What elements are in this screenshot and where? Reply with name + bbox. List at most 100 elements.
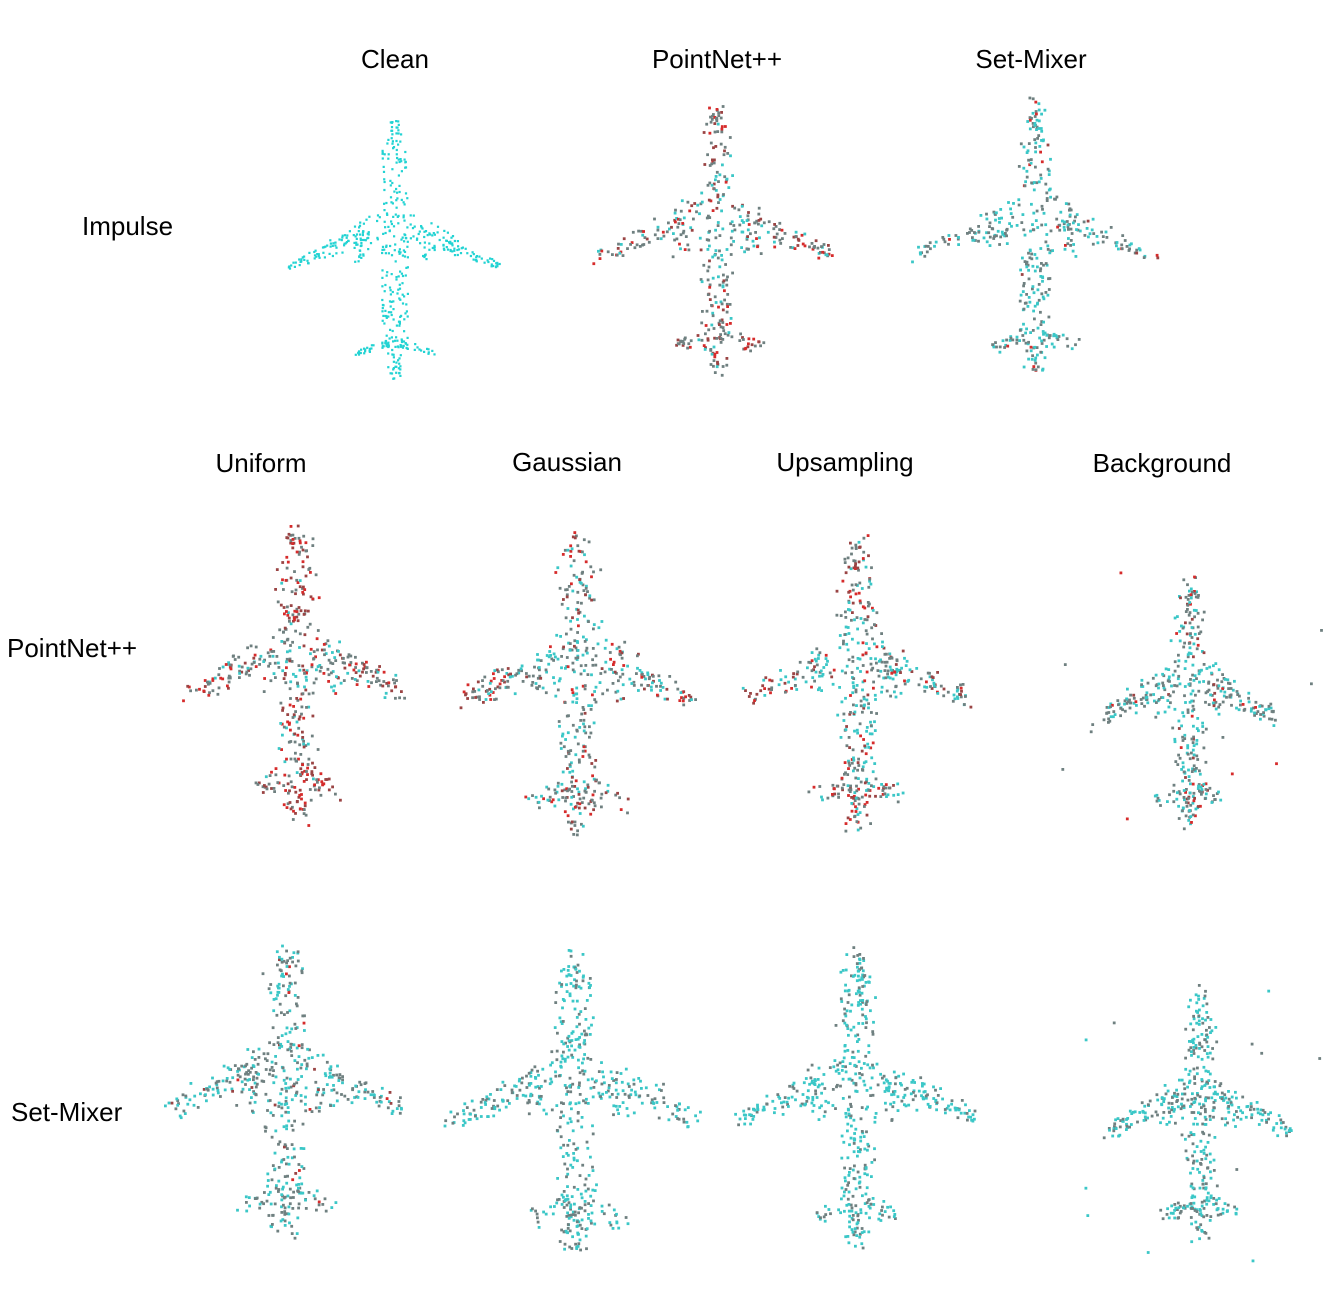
point [607,1203,611,1207]
point [827,244,830,247]
point [614,793,618,797]
point [1181,765,1185,769]
point [658,679,661,682]
point [861,664,865,667]
point [232,654,235,658]
point [822,1073,826,1076]
point [277,986,280,990]
point [389,289,392,292]
point [588,725,591,729]
point [406,197,409,200]
point [1037,298,1041,302]
point [268,1068,272,1072]
point [585,584,588,588]
point [304,1102,307,1106]
point [400,238,403,241]
point [1183,641,1186,645]
point [878,659,881,663]
point [1058,228,1062,232]
point [485,1095,489,1099]
panel-impulse-clean [287,120,501,380]
point [837,792,840,796]
point [693,202,697,205]
point [265,1059,269,1062]
point [273,1167,277,1171]
point [395,120,398,123]
point [1126,687,1129,691]
point [729,253,733,256]
point [576,829,579,833]
point [406,245,409,248]
point [560,602,564,606]
point [847,1033,850,1037]
point [818,651,822,655]
point [451,250,454,253]
point [1256,710,1260,713]
point [367,236,370,239]
point [589,1194,593,1198]
point [767,687,771,691]
point [720,130,724,134]
point [300,258,303,261]
point [759,689,763,693]
point [572,559,576,563]
point [1135,248,1139,252]
point [375,676,379,680]
point [306,742,310,746]
point [831,682,835,686]
point [883,1210,887,1213]
point [525,672,528,675]
point [1235,690,1239,693]
point [1217,712,1221,716]
point [847,658,851,662]
point [290,1098,294,1102]
point [570,1031,574,1035]
point [1184,701,1187,704]
point [985,212,988,216]
point [880,632,883,635]
point [244,672,248,676]
point [257,1047,261,1051]
point [572,1152,575,1155]
point [611,253,614,256]
point [1037,134,1041,137]
point [305,778,308,781]
point [865,789,868,792]
point [490,1107,494,1110]
point [291,538,295,541]
point [1159,804,1162,807]
point [1189,815,1193,818]
point [863,803,867,806]
point [1196,787,1200,790]
point [558,1074,561,1078]
point [314,788,317,792]
point [1052,332,1056,336]
point [259,654,263,658]
point [568,1102,572,1106]
point [844,571,848,575]
point [1044,182,1048,186]
point [569,549,573,553]
point [894,673,898,677]
point [461,1124,465,1127]
point [1048,334,1052,337]
point [716,130,720,133]
point [1011,338,1015,342]
point [388,230,391,233]
point [615,1078,618,1081]
point [575,534,578,538]
point [721,163,724,167]
point [1017,198,1021,202]
point [287,1205,291,1209]
point [783,232,787,235]
point [863,781,867,785]
point [1191,767,1194,771]
point [293,609,297,613]
point [456,1112,459,1116]
point [492,259,496,262]
point [576,1224,580,1228]
point [556,1031,559,1035]
point [391,348,394,352]
point [576,801,579,805]
point [719,142,723,146]
